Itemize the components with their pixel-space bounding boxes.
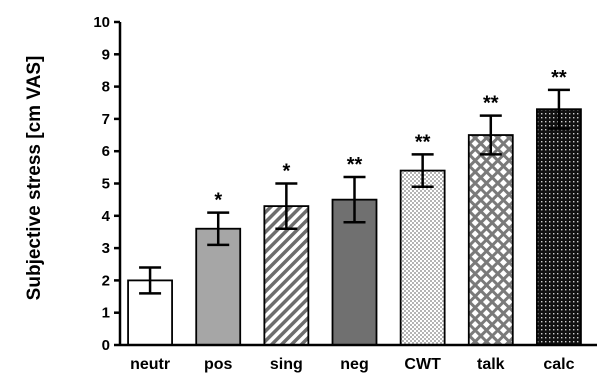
x-tick-label: pos (204, 356, 233, 373)
x-tick-label: neg (340, 356, 368, 373)
y-tick-label: 10 (93, 14, 110, 31)
y-tick-label: 1 (102, 305, 110, 322)
y-tick-label: 9 (102, 46, 110, 63)
y-tick-label: 0 (102, 337, 110, 354)
bar (195, 227, 242, 346)
y-tick-label: 6 (102, 143, 110, 160)
significance-label: * (282, 161, 290, 183)
x-tick-label: talk (477, 356, 505, 373)
bar (467, 134, 514, 346)
y-tick-label: 2 (102, 272, 110, 289)
y-tick-label: 3 (102, 240, 110, 257)
bar (536, 108, 582, 346)
y-tick-label: 8 (102, 79, 110, 96)
bar (399, 169, 446, 346)
significance-label: ** (347, 154, 363, 176)
significance-label: ** (415, 131, 431, 153)
y-tick-label: 4 (102, 208, 111, 225)
y-tick-label: 7 (102, 111, 110, 128)
x-tick-label: CWT (404, 356, 441, 373)
x-tick-label: sing (270, 356, 303, 373)
significance-label: * (214, 190, 222, 212)
y-axis: 0 1 2 3 4 5 6 7 8 9 10 (93, 14, 122, 354)
x-tick-label: calc (543, 356, 574, 373)
significance-label: ** (483, 93, 499, 115)
x-axis: neutr pos sing neg CWT talk calc (120, 343, 597, 373)
y-axis-title: Subjective stress [cm VAS] (24, 56, 45, 301)
x-tick-label: neutr (130, 356, 170, 373)
y-tick-label: 5 (102, 176, 110, 193)
bar-series: ** ******** (127, 67, 582, 346)
significance-label: ** (551, 67, 567, 89)
